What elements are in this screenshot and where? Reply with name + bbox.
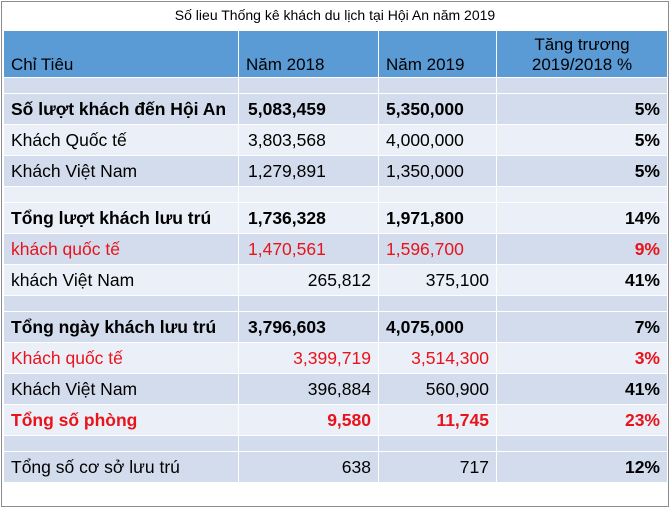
row-value-2018: 1,736,328 (238, 202, 379, 234)
row-value-2019: 4,075,000 (378, 311, 497, 343)
table-row: Tổng ngày khách lưu trú 3,796,603 4,075,… (3, 311, 668, 343)
row-value-2018: 3,796,603 (238, 311, 379, 343)
row-growth: 5% (496, 155, 668, 187)
spacer-row (3, 77, 668, 94)
row-label: Tổng số phòng (3, 404, 239, 436)
row-value-2019: 1,596,700 (378, 233, 497, 265)
row-value-2018: 3,803,568 (238, 124, 379, 156)
row-growth: 3% (496, 342, 668, 374)
header-growth: Tăng trương 2019/2018 % (496, 30, 668, 78)
table-row: Số lượt khách đến Hội An 5,083,459 5,350… (3, 93, 668, 125)
row-value-2018: 1,470,561 (238, 233, 379, 265)
row-value-2019: 375,100 (378, 264, 497, 296)
row-label: Tổng số cơ sở lưu trú (3, 451, 239, 483)
spacer-row (3, 186, 668, 203)
row-growth: 5% (496, 93, 668, 125)
row-label: Tổng ngày khách lưu trú (3, 311, 239, 343)
table-row: Khách Quốc tế 3,803,568 4,000,000 5% (3, 124, 668, 156)
row-label: Tổng lượt khách lưu trú (3, 202, 239, 234)
row-label: Khách quốc tế (3, 342, 239, 374)
row-growth: 9% (496, 233, 668, 265)
row-value-2018: 396,884 (238, 373, 379, 405)
row-label: Số lượt khách đến Hội An (3, 93, 239, 125)
header-growth-line1: Tăng trương (534, 35, 630, 54)
spacer-row (3, 295, 668, 312)
header-row: Chỉ Tiêu Năm 2018 Năm 2019 Tăng trương 2… (3, 30, 668, 78)
row-value-2019: 5,350,000 (378, 93, 497, 125)
row-label: khách quốc tế (3, 233, 239, 265)
table-row: Khách Việt Nam 396,884 560,900 41% (3, 373, 668, 405)
table-title: Số lieu Thống kê khách du lịch tại Hội A… (174, 7, 496, 23)
row-value-2018: 5,083,459 (238, 93, 379, 125)
header-year-2019: Năm 2019 (378, 30, 497, 78)
spacer-row (3, 435, 668, 452)
row-value-2019: 11,745 (378, 404, 497, 436)
row-growth: 41% (496, 264, 668, 296)
row-value-2018: 1,279,891 (238, 155, 379, 187)
row-value-2019: 717 (378, 451, 497, 483)
row-growth: 12% (496, 451, 668, 483)
row-growth: 41% (496, 373, 668, 405)
row-value-2018: 265,812 (238, 264, 379, 296)
row-label: Khách Việt Nam (3, 373, 239, 405)
row-value-2019: 1,971,800 (378, 202, 497, 234)
row-value-2019: 3,514,300 (378, 342, 497, 374)
row-value-2019: 4,000,000 (378, 124, 497, 156)
header-year-2018: Năm 2018 (238, 30, 379, 78)
table-row: Khách Việt Nam 1,279,891 1,350,000 5% (3, 155, 668, 187)
table-row: khách quốc tế 1,470,561 1,596,700 9% (3, 233, 668, 265)
row-label: Khách Quốc tế (3, 124, 239, 156)
header-growth-line2: 2019/2018 % (531, 55, 633, 74)
row-growth: 5% (496, 124, 668, 156)
table-row: Tổng số cơ sở lưu trú 638 717 12% (3, 451, 668, 483)
table-row: Tổng lượt khách lưu trú 1,736,328 1,971,… (3, 202, 668, 234)
row-label: Khách Việt Nam (3, 155, 239, 187)
row-value-2018: 9,580 (238, 404, 379, 436)
row-value-2019: 1,350,000 (378, 155, 497, 187)
row-label: khách Việt Nam (3, 264, 239, 296)
row-value-2018: 638 (238, 451, 379, 483)
row-value-2019: 560,900 (378, 373, 497, 405)
table-row: Tổng số phòng 9,580 11,745 23% (3, 404, 668, 436)
table-row: khách Việt Nam 265,812 375,100 41% (3, 264, 668, 296)
row-growth: 23% (496, 404, 668, 436)
row-growth: 14% (496, 202, 668, 234)
row-value-2018: 3,399,719 (238, 342, 379, 374)
row-growth: 7% (496, 311, 668, 343)
header-indicator: Chỉ Tiêu (3, 30, 239, 78)
table-row: Khách quốc tế 3,399,719 3,514,300 3% (3, 342, 668, 374)
statistics-table: Chỉ Tiêu Năm 2018 Năm 2019 Tăng trương 2… (3, 30, 668, 483)
